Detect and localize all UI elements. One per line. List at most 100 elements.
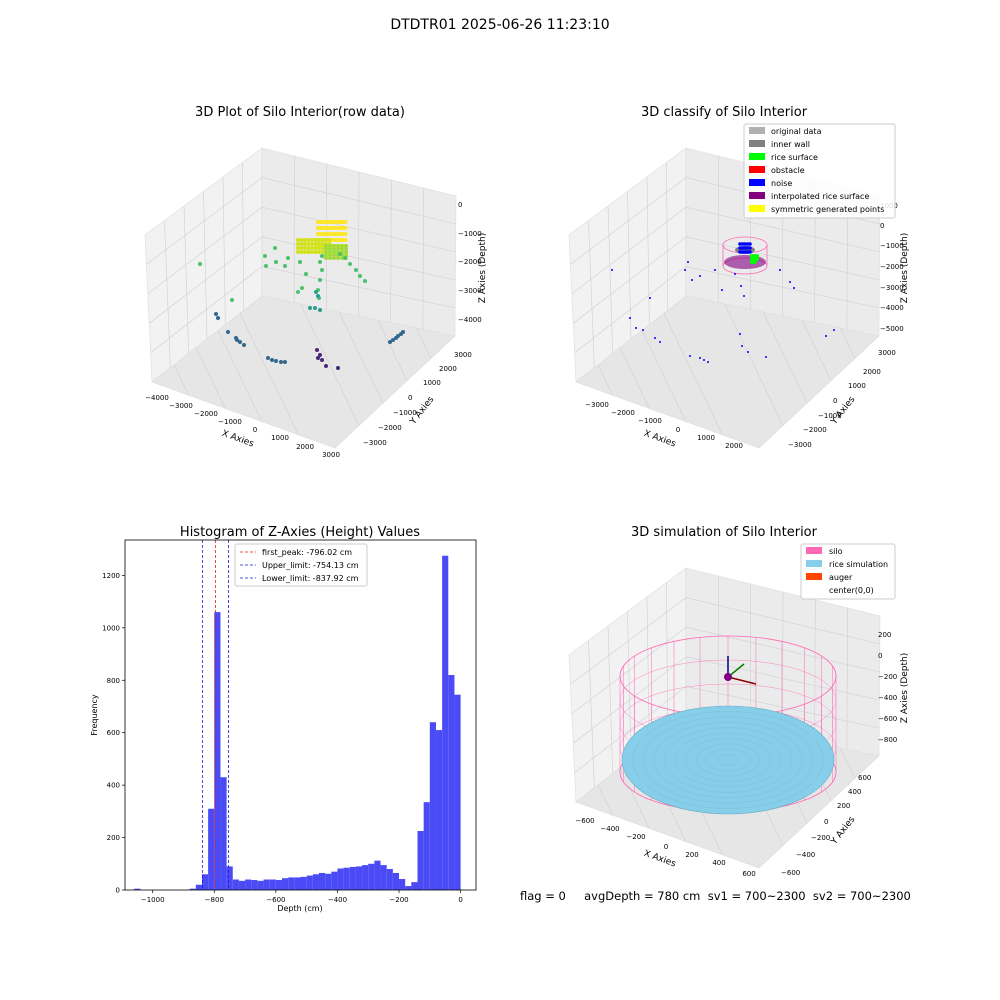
raw-data-point (299, 242, 304, 246)
x-tick-label: 200 (685, 851, 698, 859)
histogram-bar (214, 612, 221, 890)
z-tick-label: 0 (878, 652, 882, 660)
raw-data-point (332, 250, 336, 254)
histogram-bar (201, 874, 209, 890)
simulation-plot-xlabel: X Axies (642, 849, 677, 870)
noise-point (654, 337, 656, 339)
grid-line (663, 313, 723, 435)
legend-label: center(0,0) (829, 586, 874, 595)
x-tick-label: 3000 (322, 451, 340, 459)
histogram-bar (318, 872, 326, 890)
raw-data-point (328, 247, 332, 251)
legend-swatch (806, 560, 822, 567)
grid-line (150, 266, 456, 353)
raw-data-point (308, 306, 312, 310)
y-tick-label: −200 (811, 834, 830, 842)
grid-line (840, 747, 856, 779)
grid-line (619, 767, 650, 829)
histogram-bar (275, 880, 283, 890)
histogram-bar (429, 722, 436, 890)
y-tick-label: 0 (833, 397, 837, 405)
x-tick-label: −1000 (218, 418, 242, 426)
classify-plot-zlabel: Z Axies (Depth) (900, 233, 910, 304)
histogram-bar (300, 876, 307, 890)
y-tick-label: −3000 (788, 441, 812, 449)
grid-line (641, 330, 687, 422)
x-tick-label: 1000 (697, 434, 715, 442)
z-tick-label: −3000 (458, 287, 482, 295)
raw-data-point (298, 260, 302, 264)
y-tick-label: −400 (796, 851, 815, 859)
y-tick-label: 0 (824, 818, 828, 826)
grid-line (782, 591, 784, 737)
noise-point (689, 355, 691, 357)
z-tick-label: −2000 (880, 263, 904, 271)
histogram-bar (442, 555, 449, 890)
legend-swatch (749, 127, 765, 134)
raw-data-point (216, 316, 220, 320)
raw-data-point (344, 250, 348, 254)
histogram-bar (355, 866, 363, 890)
y-tick-label: 0 (408, 394, 412, 402)
noise-point (739, 333, 741, 335)
histogram-bar (423, 802, 430, 890)
raw-data-point (313, 238, 318, 242)
histogram-bar (220, 777, 227, 890)
y-tick-label: 1000 (848, 382, 866, 390)
raw-data-point (332, 253, 336, 257)
simulation-legend: silo rice simulation auger center(0,0) (800, 543, 896, 600)
legend-label: Upper_limit: -754.13 cm (262, 561, 359, 570)
histogram-bar (134, 888, 141, 890)
x-tick-label: −1000 (141, 896, 165, 904)
z-tick-label: −3000 (880, 284, 904, 292)
z-tick-label: −200 (878, 673, 897, 681)
raw-data-point (226, 330, 230, 334)
y-tick-label: 400 (848, 788, 861, 796)
raw-data-point (318, 353, 322, 357)
x-tick-label: −600 (575, 817, 594, 825)
raw-data-point (296, 246, 300, 250)
noise-point (748, 250, 752, 254)
histogram-bar (368, 863, 375, 890)
raw-data-point (263, 254, 267, 258)
raw-data-point (320, 250, 325, 254)
histogram-bar (417, 831, 424, 890)
grid-line (666, 582, 668, 731)
rice-mesh (664, 727, 792, 793)
x-tick-label: 2000 (725, 442, 743, 450)
raw-data-point (266, 356, 270, 360)
simulation-plot-zlabel: Z Axies (Depth) (900, 653, 910, 724)
raw-data-point (303, 242, 307, 246)
noise-point (793, 287, 795, 289)
raw-data-point (304, 272, 308, 276)
histogram-bar (238, 880, 246, 890)
noise-point (635, 327, 637, 329)
histogram-legend: first_peak: -796.02 cm Upper_limit: -754.… (234, 543, 368, 587)
raw-data-point (358, 274, 362, 278)
y-tick-label: 2000 (439, 365, 457, 373)
histogram-bar (454, 694, 461, 890)
noise-point (765, 356, 767, 358)
legend-label: interpolated rice surface (771, 192, 869, 201)
histogram-bar (380, 865, 387, 890)
raw-plot-zlabel: Z Axies (Depth) (478, 233, 488, 304)
y-tick-label: −1000 (818, 412, 842, 420)
y-tick-label: −1000 (393, 409, 417, 417)
raw-data-point (310, 246, 314, 250)
z-tick-label: −4000 (880, 304, 904, 312)
histogram-bar (282, 878, 289, 890)
y-tick-label: 600 (107, 729, 120, 737)
raw-data-point (320, 246, 325, 250)
grid-line (390, 179, 392, 323)
raw-data-point (306, 238, 311, 242)
grid-line (619, 347, 650, 409)
grid-line (570, 597, 880, 685)
grid-line (588, 220, 595, 368)
raw-data-point (388, 340, 392, 344)
raw-data-point (299, 238, 304, 242)
legend-swatch (806, 586, 822, 593)
noise-point (611, 269, 613, 271)
histogram-bar (251, 880, 258, 890)
